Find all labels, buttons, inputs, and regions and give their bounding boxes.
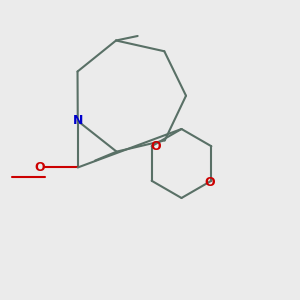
Text: O: O bbox=[150, 140, 160, 153]
Text: O: O bbox=[205, 176, 215, 189]
Text: O: O bbox=[34, 161, 45, 174]
Text: N: N bbox=[73, 115, 83, 128]
